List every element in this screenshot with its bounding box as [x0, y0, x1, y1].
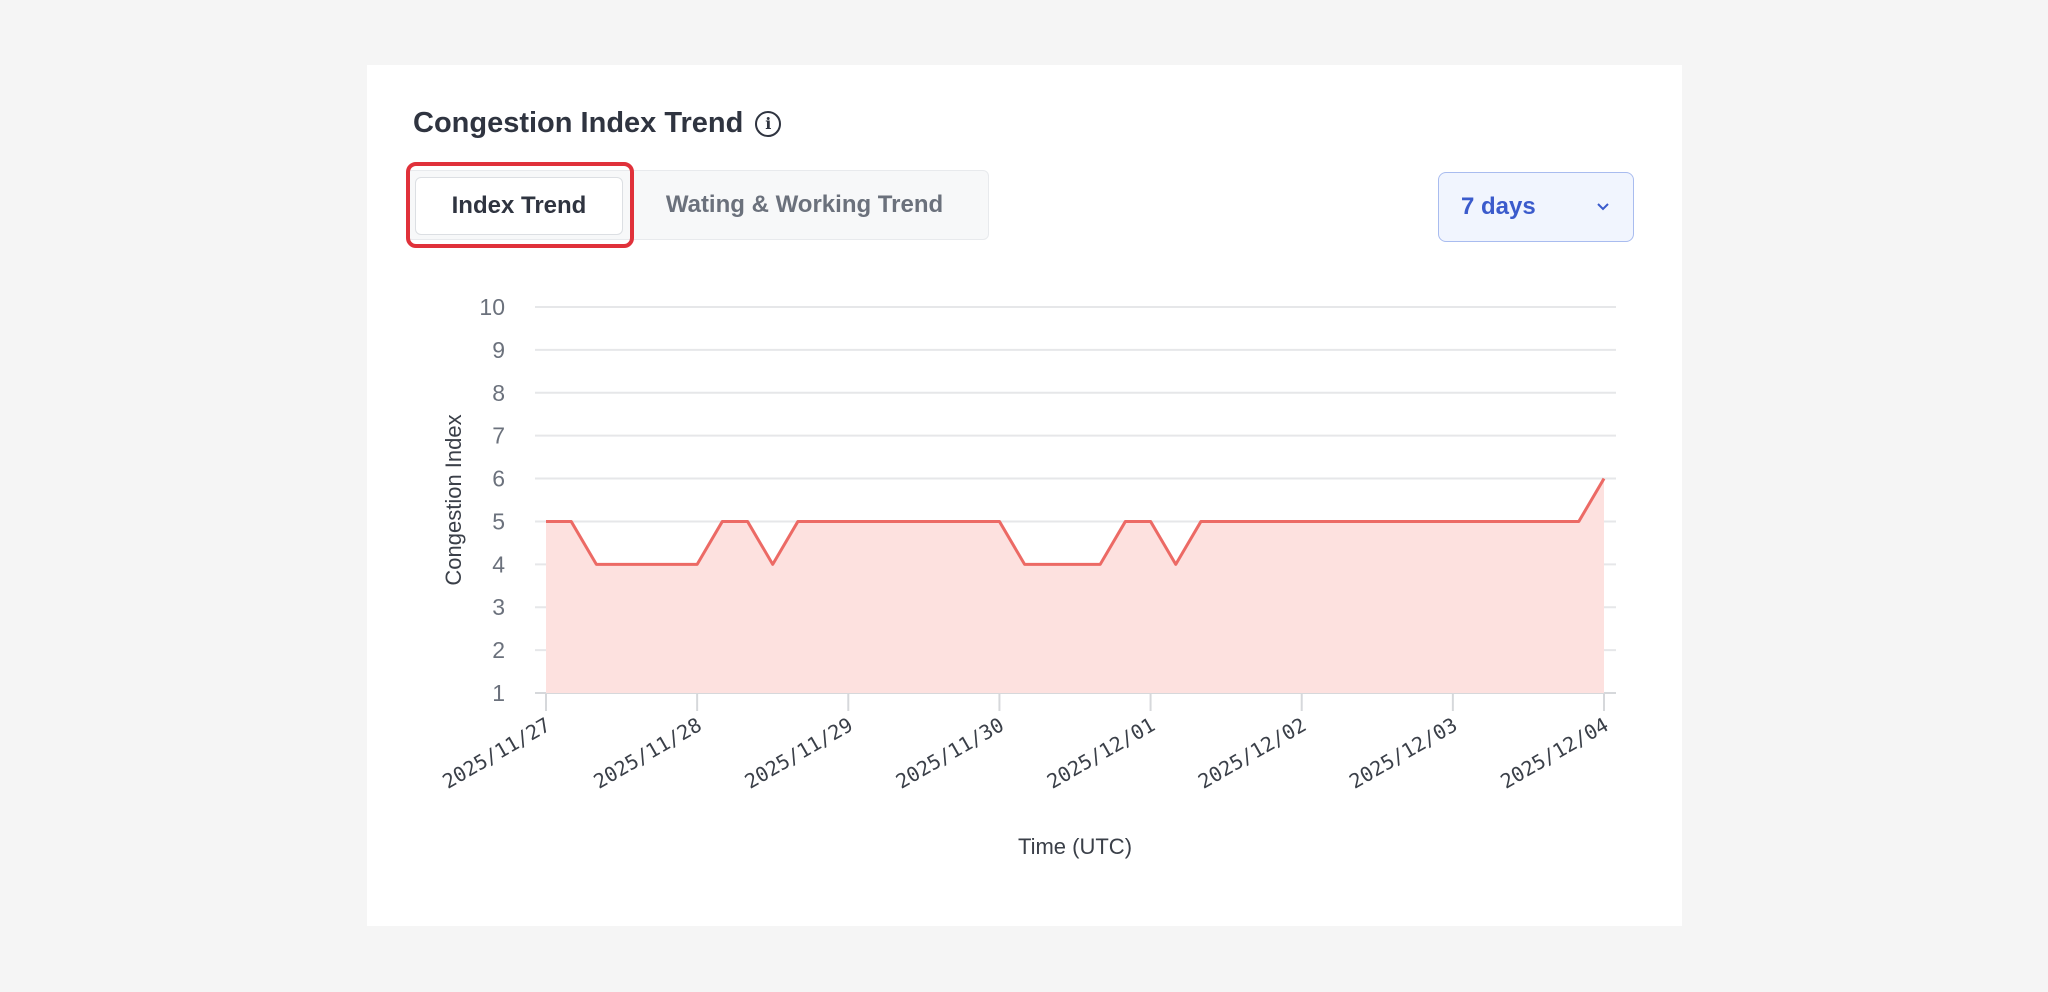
tab-waiting-working-trend[interactable]: Wating & Working Trend — [665, 191, 944, 218]
y-tick-label: 2 — [492, 637, 505, 663]
tab-group: Index Trend Wating & Working Trend — [406, 170, 989, 240]
x-tick-label: 2025/11/30 — [892, 713, 1008, 794]
y-tick-label: 8 — [492, 380, 505, 406]
area-fill — [546, 478, 1604, 693]
y-tick-label: 7 — [492, 423, 505, 449]
x-tick-label: 2025/12/02 — [1194, 713, 1310, 794]
y-tick-label: 4 — [492, 551, 505, 577]
y-tick-label: 9 — [492, 337, 505, 363]
y-tick-label: 10 — [479, 294, 505, 320]
x-tick-label: 2025/11/28 — [589, 713, 705, 794]
y-tick-label: 3 — [492, 594, 505, 620]
title-text: Congestion Index Trend — [413, 107, 744, 139]
range-select[interactable]: 7 days — [1438, 172, 1634, 242]
x-tick-label: 2025/12/03 — [1345, 713, 1461, 794]
congestion-card: Congestion Index Trend i Index Trend Wat… — [367, 65, 1682, 926]
y-tick-label: 5 — [492, 508, 505, 534]
x-tick-label: 2025/12/01 — [1043, 713, 1159, 794]
x-axis-title: Time (UTC) — [1018, 834, 1132, 859]
range-select-value: 7 days — [1461, 193, 1536, 220]
y-tick-label: 6 — [492, 466, 505, 492]
chevron-down-icon — [1597, 203, 1609, 211]
tab-index-trend[interactable]: Index Trend — [415, 177, 623, 235]
y-axis-title: Congestion Index — [441, 414, 466, 585]
card-title: Congestion Index Trend i — [413, 107, 782, 140]
x-tick-label: 2025/11/29 — [740, 713, 856, 794]
x-tick-label: 2025/11/27 — [438, 713, 554, 794]
x-tick-label: 2025/12/04 — [1496, 713, 1612, 794]
y-tick-label: 1 — [492, 680, 505, 706]
highlight-outline — [406, 162, 634, 248]
info-circle-icon[interactable]: i — [755, 110, 782, 137]
